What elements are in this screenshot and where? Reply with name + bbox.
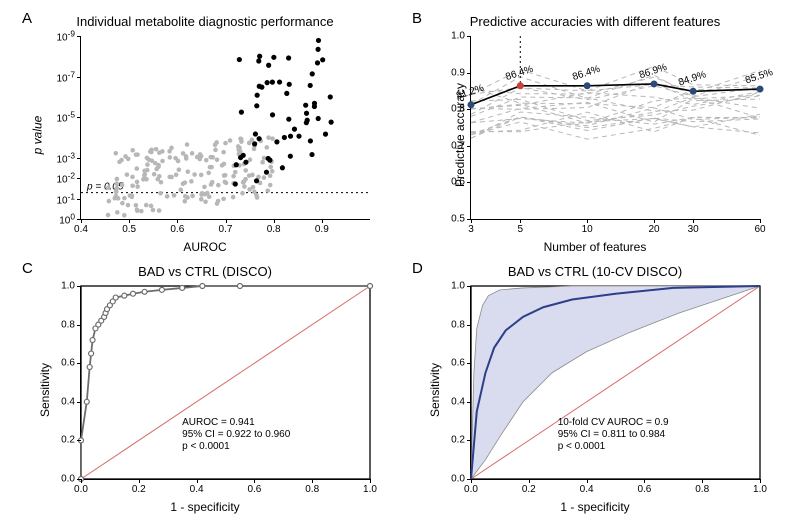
panel-b: B Predictive accuracies with different f… bbox=[400, 10, 790, 260]
svg-text:95% CI = 0.922 to 0.960: 95% CI = 0.922 to 0.960 bbox=[182, 429, 291, 440]
panel-d-title: BAD vs CTRL (10-CV DISCO) bbox=[400, 264, 790, 279]
panel-d-chart: 10-fold CV AUROC = 0.995% CI = 0.811 to … bbox=[470, 286, 760, 480]
svg-text:p < 0.0001: p < 0.0001 bbox=[558, 441, 606, 452]
panel-a-title: Individual metabolite diagnostic perform… bbox=[10, 14, 400, 29]
panel-d-xlabel: 1 - specificity bbox=[400, 500, 790, 514]
svg-text:85.5%: 85.5% bbox=[744, 67, 774, 86]
panel-a-xlabel: AUROC bbox=[10, 240, 400, 254]
panel-c-chart: AUROC = 0.94195% CI = 0.922 to 0.960p < … bbox=[80, 286, 370, 480]
svg-text:84.9%: 84.9% bbox=[677, 69, 707, 88]
panel-a-ylabel: p value bbox=[30, 116, 44, 155]
panel-c: C BAD vs CTRL (DISCO) Sensitivity AUROC … bbox=[10, 260, 400, 520]
panel-c-ylabel: Sensitivity bbox=[38, 363, 52, 417]
svg-text:10-fold CV AUROC = 0.9: 10-fold CV AUROC = 0.9 bbox=[558, 417, 669, 428]
panel-b-title: Predictive accuracies with different fea… bbox=[400, 14, 790, 29]
figure-grid: A Individual metabolite diagnostic perfo… bbox=[10, 10, 790, 520]
svg-text:86.9%: 86.9% bbox=[638, 62, 668, 81]
panel-b-xlabel: Number of features bbox=[400, 240, 790, 254]
svg-text:p < 0.0001: p < 0.0001 bbox=[182, 441, 230, 452]
panel-d-ylabel: Sensitivity bbox=[428, 363, 442, 417]
panel-b-chart: 81.2%86.4%86.4%86.9%84.9%85.5%3510203060… bbox=[470, 36, 760, 220]
panel-c-title: BAD vs CTRL (DISCO) bbox=[10, 264, 400, 279]
svg-text:95% CI = 0.811 to 0.984: 95% CI = 0.811 to 0.984 bbox=[558, 429, 666, 440]
panel-a: A Individual metabolite diagnostic perfo… bbox=[10, 10, 400, 260]
panel-c-xlabel: 1 - specificity bbox=[10, 500, 400, 514]
svg-text:86.4%: 86.4% bbox=[571, 64, 601, 83]
panel-d: D BAD vs CTRL (10-CV DISCO) Sensitivity … bbox=[400, 260, 790, 520]
svg-text:AUROC = 0.941: AUROC = 0.941 bbox=[182, 417, 255, 428]
panel-a-chart: p = 0.050.40.50.60.70.80.910010-110-210-… bbox=[80, 36, 370, 220]
